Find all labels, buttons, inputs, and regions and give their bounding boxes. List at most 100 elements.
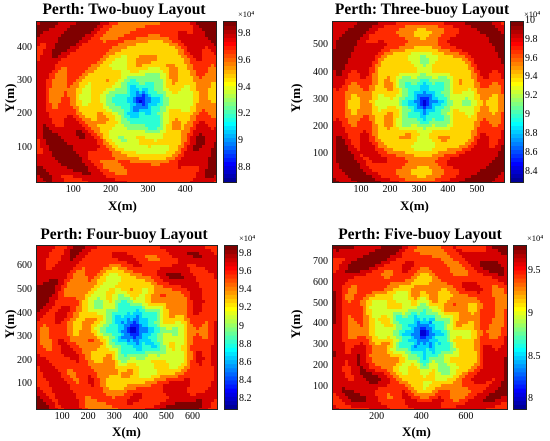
contour-cell xyxy=(109,121,113,125)
contour-cell xyxy=(372,40,376,44)
contour-cell xyxy=(342,70,346,74)
contour-cell xyxy=(435,52,439,56)
contour-cell xyxy=(208,157,212,161)
contour-cell xyxy=(468,73,472,77)
contour-cell xyxy=(91,148,95,152)
contour-cell xyxy=(91,91,95,95)
contour-cell xyxy=(378,31,382,35)
contour-cell xyxy=(91,22,95,26)
contour-cell xyxy=(423,49,427,53)
contour-cell xyxy=(468,85,472,89)
contour-cell xyxy=(169,160,173,164)
contour-cell xyxy=(396,40,400,44)
contour-cell xyxy=(151,109,155,113)
contour-cell xyxy=(154,151,158,155)
contour-cell xyxy=(145,49,149,53)
contour-cell xyxy=(58,169,62,173)
contour-cell xyxy=(163,43,167,47)
contour-cell xyxy=(390,88,394,92)
contour-cell xyxy=(214,142,216,146)
contour-cell xyxy=(190,136,194,140)
contour-cell xyxy=(55,49,59,53)
contour-cell xyxy=(435,46,439,50)
contour-cell xyxy=(151,91,155,95)
contour-cell xyxy=(175,82,179,86)
contour-cell xyxy=(94,28,98,32)
contour-cell xyxy=(73,40,77,44)
contour-cell xyxy=(181,82,185,86)
contour-cell xyxy=(196,106,200,110)
contour-cell xyxy=(136,142,140,146)
contour-cell xyxy=(148,148,152,152)
contour-cell xyxy=(106,145,110,149)
contour-cell xyxy=(169,70,173,74)
contour-cell xyxy=(423,64,427,68)
contour-cell xyxy=(121,64,125,68)
contour-cell xyxy=(163,166,167,170)
contour-cell xyxy=(480,64,484,68)
contour-cell xyxy=(139,67,143,71)
contour-cell xyxy=(369,28,373,32)
contour-cell xyxy=(193,175,197,179)
contour-cell xyxy=(40,85,44,89)
contour-cell xyxy=(106,121,110,125)
contour-cell xyxy=(169,103,173,107)
contour-cell xyxy=(387,40,391,44)
colorbar-segment xyxy=(224,58,236,63)
contour-cell xyxy=(148,67,152,71)
contour-cell xyxy=(471,88,475,92)
contour-cell xyxy=(181,28,185,32)
contour-cell xyxy=(399,67,403,71)
colorbar-segment xyxy=(224,62,236,67)
contour-cell xyxy=(375,25,379,29)
contour-cell xyxy=(61,37,65,41)
contour-cell xyxy=(381,64,385,68)
contour-cell xyxy=(175,169,179,173)
contour-cell xyxy=(166,145,170,149)
contour-cell xyxy=(121,151,125,155)
contour-cell xyxy=(160,91,164,95)
contour-cell xyxy=(88,124,92,128)
contour-cell xyxy=(58,163,62,167)
contour-cell xyxy=(214,130,216,134)
contour-cell xyxy=(456,37,460,41)
contour-cell xyxy=(438,40,442,44)
contour-cell xyxy=(43,88,47,92)
contour-cell xyxy=(402,67,406,71)
contour-cell xyxy=(363,25,367,29)
contour-cell xyxy=(405,22,409,26)
contour-cell xyxy=(393,79,397,83)
contour-cell xyxy=(199,25,203,29)
contour-cell xyxy=(154,67,158,71)
contour-cell xyxy=(109,94,113,98)
contour-cell xyxy=(112,64,116,68)
contour-cell xyxy=(429,85,433,89)
contour-cell xyxy=(211,40,215,44)
contour-cell xyxy=(82,34,86,38)
contour-cell xyxy=(133,157,137,161)
contour-cell xyxy=(408,40,412,44)
contour-cell xyxy=(348,46,352,50)
contour-cell xyxy=(208,22,212,26)
contour-cell xyxy=(127,64,131,68)
contour-cell xyxy=(495,64,499,68)
contour-cell xyxy=(130,76,134,80)
contour-cell xyxy=(175,52,179,56)
contour-cell xyxy=(187,106,191,110)
contour-cell xyxy=(411,49,415,53)
contour-cell xyxy=(202,70,206,74)
contour-cell xyxy=(46,109,50,113)
contour-cell xyxy=(76,28,80,32)
contour-cell xyxy=(139,157,143,161)
contour-cell xyxy=(369,43,373,47)
contour-cell xyxy=(178,115,182,119)
contour-cell xyxy=(148,97,152,101)
contour-cell xyxy=(43,166,47,170)
contour-cell xyxy=(435,88,439,92)
contour-cell xyxy=(49,40,53,44)
contour-cell xyxy=(163,97,167,101)
contour-cell xyxy=(106,127,110,131)
contour-cell xyxy=(121,178,125,182)
contour-cell xyxy=(474,91,478,95)
contour-cell xyxy=(148,73,152,77)
